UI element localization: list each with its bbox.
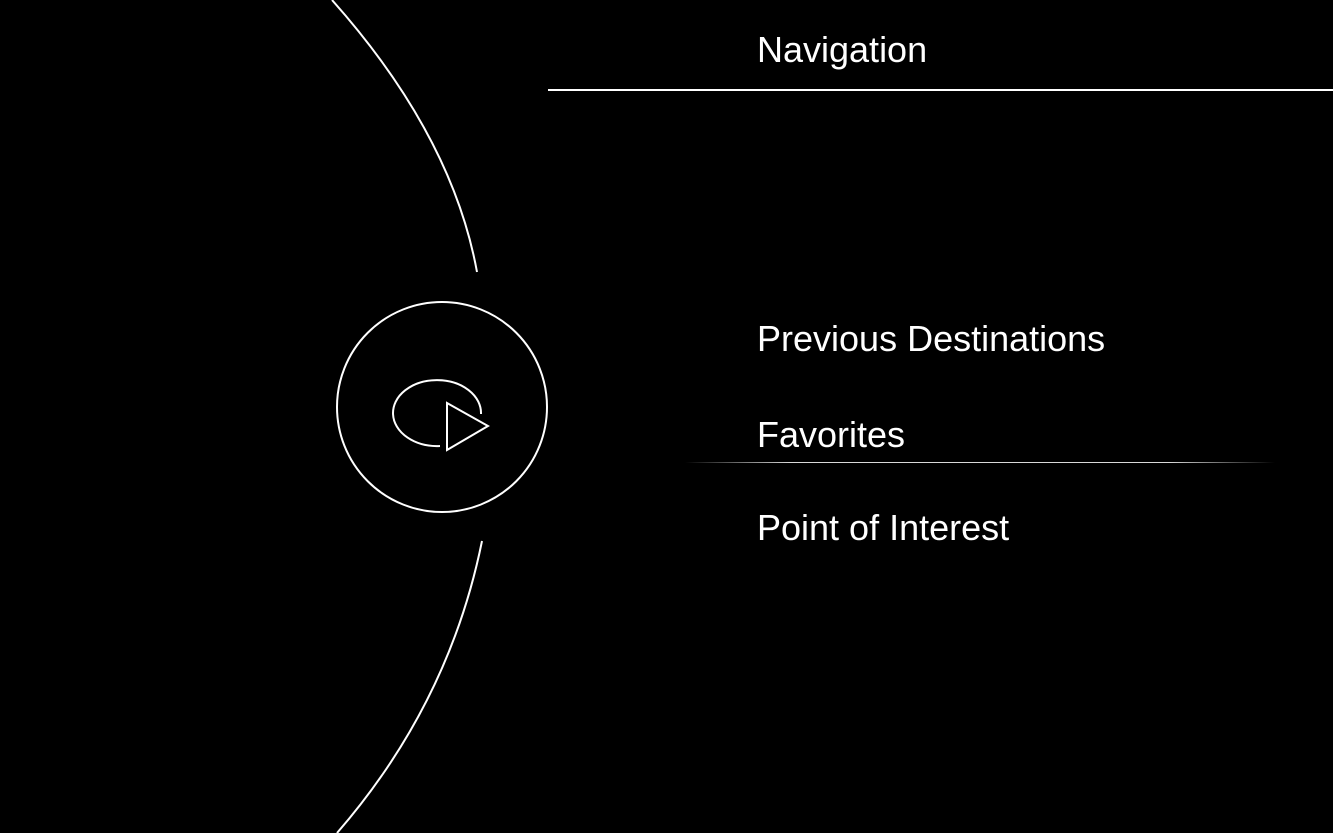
navigation-arrow-icon	[336, 301, 548, 513]
arc-upper-segment	[331, 0, 478, 273]
header-divider	[548, 89, 1333, 91]
arc-lower-segment	[336, 540, 483, 833]
menu-item-favorites[interactable]: Favorites	[757, 414, 906, 455]
menu-item-point-of-interest[interactable]: Point of Interest	[757, 507, 1010, 548]
selection-indicator	[685, 462, 1275, 463]
menu-item-previous-destinations[interactable]: Previous Destinations	[757, 318, 1106, 359]
page-title: Navigation	[757, 29, 928, 70]
navigation-icon-button[interactable]	[336, 301, 548, 513]
